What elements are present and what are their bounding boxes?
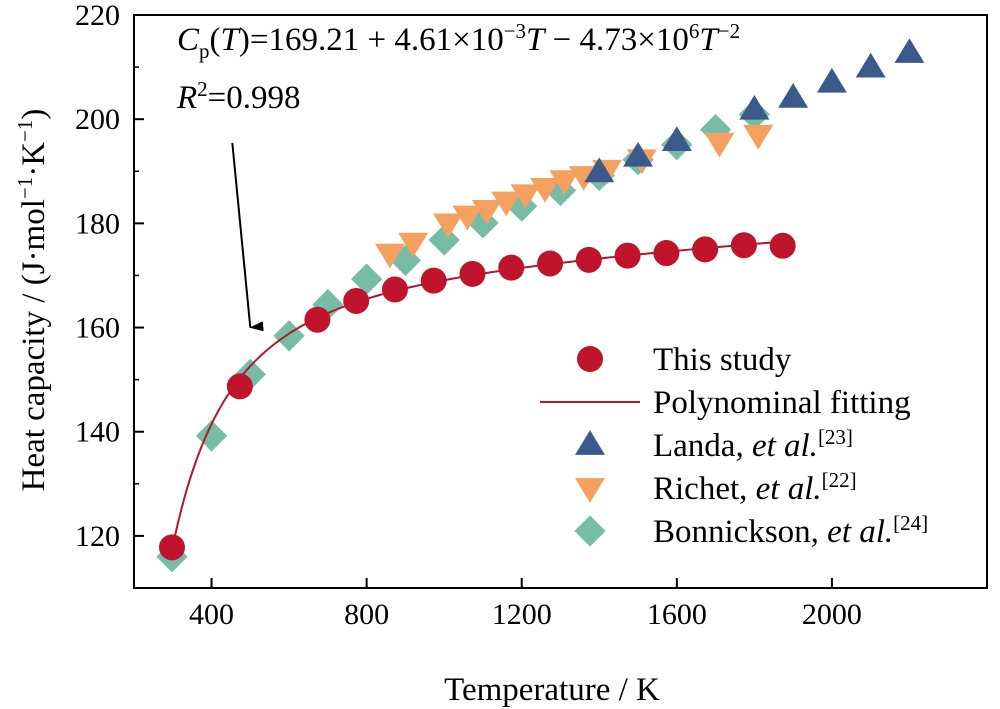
data-point — [704, 132, 735, 158]
plot-frame — [133, 14, 988, 589]
data-point — [420, 267, 447, 294]
data-point — [389, 244, 422, 276]
legend-label: Polynominal fitting — [653, 385, 911, 421]
data-point — [730, 232, 757, 259]
legend: This study Polynominal fitting Landa, et a… — [540, 342, 928, 550]
data-point — [158, 534, 185, 561]
y-tick-label: 140 — [75, 416, 120, 449]
legend-label: Bonnickson, et al.[24] — [653, 511, 928, 550]
legend-label: Richet, et al.[22] — [653, 468, 857, 507]
data-point — [816, 67, 847, 93]
annotation-arrow — [231, 142, 264, 332]
r-squared-label: R2=0.998 — [176, 77, 301, 116]
data-point — [584, 157, 615, 183]
data-point — [855, 52, 886, 78]
data-point — [304, 306, 331, 333]
legend-marker-swatch — [574, 515, 606, 547]
data-point — [273, 320, 305, 352]
data-point — [743, 124, 774, 150]
data-point — [894, 38, 925, 63]
x-tick-label: 400 — [189, 598, 234, 631]
y-axis-title: Heat capacity / (J·mol−1·K−1) — [13, 109, 52, 492]
data-point — [433, 213, 464, 239]
data-point — [498, 254, 525, 281]
data-point — [381, 276, 408, 303]
data-point — [471, 199, 502, 225]
data-point — [452, 205, 483, 231]
data-point — [226, 373, 253, 400]
x-tick-label: 800 — [344, 598, 389, 631]
data-point — [234, 358, 266, 391]
axis-ticks: 400 800 1200 1600 2000 120 140 160 180 200 220 — [75, 0, 862, 631]
data-point — [351, 263, 383, 295]
data-point — [537, 250, 564, 277]
data-point — [374, 243, 405, 269]
data-point — [312, 289, 344, 321]
legend-label: Landa, et al.[23] — [653, 425, 853, 464]
data-point — [398, 232, 429, 258]
x-tick-label: 1200 — [492, 598, 552, 631]
data-point — [614, 242, 641, 269]
data-point — [623, 141, 653, 167]
legend-marker-swatch — [575, 478, 605, 503]
x-axis-title: Temperature / K — [444, 672, 660, 708]
y-tick-label: 160 — [75, 312, 120, 345]
data-point — [653, 240, 680, 267]
y-tick-label: 200 — [75, 103, 120, 136]
data-point — [575, 246, 602, 273]
legend-marker-swatch — [575, 430, 605, 455]
fit-equation: Cp(T)=169.21 + 4.61×10−3T − 4.73×106T−2 — [177, 19, 740, 63]
data-point — [692, 236, 719, 263]
data-point — [549, 170, 580, 195]
data-point — [778, 83, 809, 108]
x-tick-label: 2000 — [802, 598, 862, 631]
y-tick-label: 120 — [75, 520, 120, 553]
legend-marker-swatch — [577, 346, 603, 372]
data-point — [769, 232, 796, 259]
y-tick-label: 180 — [75, 207, 120, 240]
legend-label: This study — [653, 342, 792, 378]
data-point — [661, 126, 692, 151]
data-point — [491, 191, 522, 217]
data-point — [195, 420, 228, 452]
data-point — [428, 224, 460, 256]
data-point — [530, 178, 560, 203]
data-point — [459, 260, 486, 287]
data-point — [343, 287, 370, 314]
x-tick-label: 1600 — [647, 598, 707, 631]
y-tick-label: 220 — [75, 0, 120, 32]
data-point — [739, 94, 770, 120]
plot-marks — [156, 38, 925, 573]
data-point — [510, 184, 541, 210]
